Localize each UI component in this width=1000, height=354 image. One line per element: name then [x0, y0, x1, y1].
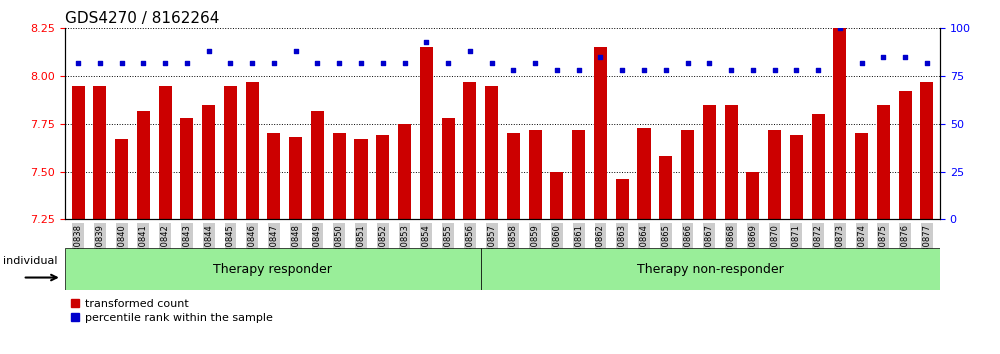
Bar	[768, 130, 781, 354]
Point	[244, 60, 260, 65]
Bar	[725, 105, 738, 354]
Bar	[311, 110, 324, 354]
Bar	[354, 139, 368, 354]
Point	[222, 60, 238, 65]
Bar	[529, 130, 542, 354]
Point	[484, 60, 500, 65]
Bar	[159, 86, 172, 354]
Text: Therapy responder: Therapy responder	[213, 263, 332, 275]
Bar	[920, 82, 933, 354]
Bar	[877, 105, 890, 354]
Point	[701, 60, 717, 65]
Bar	[398, 124, 411, 354]
Bar	[72, 86, 85, 354]
FancyBboxPatch shape	[481, 248, 940, 290]
Point	[723, 68, 739, 73]
Point	[832, 25, 848, 31]
Legend: transformed count, percentile rank within the sample: transformed count, percentile rank withi…	[71, 299, 273, 323]
Point	[462, 48, 478, 54]
Point	[288, 48, 304, 54]
Bar	[224, 86, 237, 354]
Point	[114, 60, 130, 65]
Bar	[180, 118, 193, 354]
Point	[397, 60, 413, 65]
Point	[527, 60, 543, 65]
Bar	[376, 135, 389, 354]
Bar	[703, 105, 716, 354]
Bar	[572, 130, 585, 354]
Point	[680, 60, 696, 65]
FancyBboxPatch shape	[65, 248, 481, 290]
Point	[70, 60, 86, 65]
Bar	[637, 128, 651, 354]
Bar	[855, 133, 868, 354]
Bar	[812, 114, 825, 354]
Bar	[93, 86, 106, 354]
Point	[549, 68, 565, 73]
Bar	[289, 137, 302, 354]
Point	[157, 60, 173, 65]
Point	[571, 68, 587, 73]
Bar	[267, 133, 280, 354]
Point	[767, 68, 783, 73]
Bar	[463, 82, 476, 354]
Bar	[659, 156, 672, 354]
Point	[745, 68, 761, 73]
Bar	[790, 135, 803, 354]
Point	[375, 60, 391, 65]
Bar	[202, 105, 215, 354]
Point	[266, 60, 282, 65]
Point	[810, 68, 826, 73]
Bar	[442, 118, 455, 354]
Point	[309, 60, 325, 65]
Bar	[681, 130, 694, 354]
Text: GDS4270 / 8162264: GDS4270 / 8162264	[65, 11, 219, 26]
Point	[592, 54, 608, 60]
Point	[636, 68, 652, 73]
Bar	[899, 91, 912, 354]
Bar	[594, 47, 607, 354]
Bar	[420, 47, 433, 354]
Point	[179, 60, 195, 65]
Point	[135, 60, 151, 65]
Point	[353, 60, 369, 65]
Text: individual: individual	[3, 256, 58, 266]
Point	[92, 60, 108, 65]
Bar	[137, 110, 150, 354]
Point	[788, 68, 804, 73]
Bar	[616, 179, 629, 354]
Point	[201, 48, 217, 54]
Point	[440, 60, 456, 65]
Bar	[485, 86, 498, 354]
Point	[875, 54, 891, 60]
Point	[919, 60, 935, 65]
Point	[614, 68, 630, 73]
Point	[897, 54, 913, 60]
Bar	[550, 172, 563, 354]
Bar	[333, 133, 346, 354]
Bar	[115, 139, 128, 354]
Bar	[746, 172, 759, 354]
Point	[658, 68, 674, 73]
Bar	[507, 133, 520, 354]
Point	[854, 60, 870, 65]
Bar	[833, 28, 846, 354]
Bar	[246, 82, 259, 354]
Point	[505, 68, 521, 73]
Point	[418, 39, 434, 45]
Point	[331, 60, 347, 65]
Text: Therapy non-responder: Therapy non-responder	[637, 263, 784, 275]
